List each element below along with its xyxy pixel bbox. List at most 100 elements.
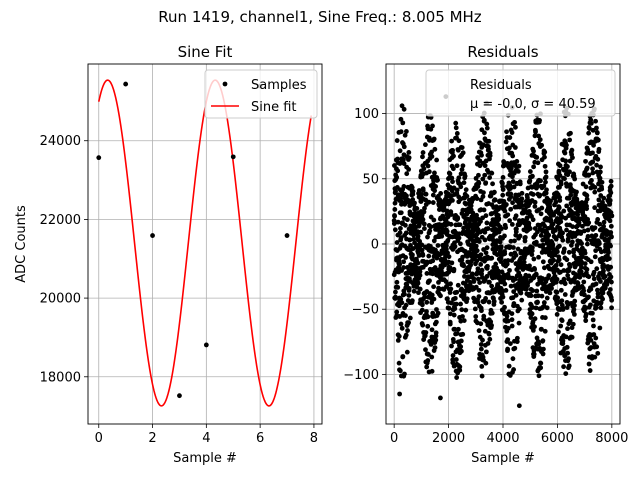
- sample-point: [96, 155, 102, 161]
- residual-point: [557, 243, 562, 249]
- y-tick-label: 50: [362, 172, 379, 187]
- residual-point: [459, 167, 465, 172]
- x-tick-label: 4: [202, 431, 210, 446]
- residual-point: [569, 334, 575, 340]
- residual-point: [532, 199, 538, 205]
- residual-point: [491, 299, 497, 304]
- residual-point: [583, 184, 589, 190]
- residual-point: [590, 159, 596, 165]
- residual-point: [590, 310, 595, 316]
- residual-point: [588, 120, 594, 126]
- residual-point: [399, 300, 405, 306]
- legend: Samples Sine fit: [204, 69, 318, 119]
- residual-point: [482, 163, 488, 169]
- residual-point: [566, 249, 572, 255]
- residual-point: [462, 274, 467, 279]
- residual-point: [565, 273, 571, 278]
- residual-point: [420, 252, 426, 258]
- residual-point: [401, 265, 406, 270]
- residual-point: [427, 228, 433, 234]
- residual-point: [424, 364, 430, 370]
- residual-point: [434, 307, 439, 312]
- residual-point: [538, 360, 544, 366]
- residual-point: [489, 310, 495, 316]
- residual-point: [429, 154, 435, 159]
- residual-point: [478, 262, 484, 267]
- residual-point: [475, 266, 481, 272]
- residual-point: [559, 318, 565, 324]
- residual-point: [448, 281, 453, 287]
- residual-point: [437, 286, 442, 292]
- residual-point: [474, 196, 480, 201]
- residual-point: [438, 190, 444, 196]
- legend-samples-label: Samples: [251, 78, 307, 93]
- residual-point: [430, 123, 435, 129]
- residual-point: [530, 217, 536, 223]
- residual-point: [483, 250, 489, 256]
- residual-point: [532, 316, 538, 322]
- sample-point: [123, 81, 129, 87]
- residual-point: [528, 315, 534, 320]
- residual-point: [508, 194, 514, 200]
- residual-point: [578, 269, 584, 275]
- residual-point: [505, 258, 511, 263]
- residual-point: [447, 171, 453, 177]
- residual-point: [559, 298, 565, 304]
- residual-point: [460, 331, 466, 337]
- residual-point: [565, 350, 571, 356]
- residual-point: [483, 296, 489, 301]
- residual-point: [551, 257, 556, 263]
- residual-point: [531, 148, 536, 154]
- residual-point: [408, 242, 413, 248]
- residual-point: [500, 192, 506, 198]
- residual-point: [483, 213, 489, 219]
- residual-point: [444, 208, 450, 214]
- residual-point: [431, 217, 437, 223]
- residual-point: [428, 341, 434, 347]
- residual-point: [404, 193, 409, 199]
- residual-point: [567, 169, 572, 175]
- residual-point: [584, 165, 590, 171]
- residual-point: [478, 252, 484, 258]
- residual-point: [425, 314, 431, 320]
- residual-point: [463, 187, 469, 193]
- residual-point: [608, 183, 614, 189]
- residual-point: [423, 347, 428, 353]
- residual-point: [519, 190, 525, 196]
- x-tick-label: 8: [310, 431, 318, 446]
- residual-point: [405, 217, 410, 223]
- residual-point: [506, 363, 512, 369]
- residual-point: [486, 331, 492, 337]
- residual-point: [406, 320, 411, 326]
- residual-point: [531, 351, 537, 357]
- residual-point: [482, 130, 487, 136]
- residual-point: [568, 192, 574, 198]
- residual-point: [396, 333, 402, 339]
- residual-point: [464, 193, 470, 199]
- residual-point: [476, 294, 482, 299]
- residual-point: [601, 195, 607, 201]
- residual-point: [565, 236, 571, 242]
- residual-point: [563, 334, 569, 340]
- residual-point: [553, 262, 559, 268]
- residual-point: [601, 219, 607, 225]
- residual-point: [522, 238, 528, 244]
- residual-point: [572, 303, 577, 308]
- residual-point: [415, 280, 421, 286]
- residual-point: [580, 254, 585, 260]
- residual-point: [546, 232, 552, 238]
- residual-point: [480, 194, 486, 199]
- y-tick-label: 24000: [40, 134, 81, 149]
- residual-point: [583, 311, 589, 317]
- residual-point: [430, 271, 436, 277]
- residual-point: [518, 290, 524, 296]
- residual-point: [591, 332, 597, 337]
- residual-point: [487, 336, 493, 342]
- residual-point: [469, 271, 475, 277]
- residual-point: [461, 318, 467, 324]
- residual-point: [509, 130, 515, 135]
- panel-title: Sine Fit: [178, 43, 233, 61]
- x-tick-label: 6: [256, 431, 264, 446]
- residual-point: [536, 254, 541, 260]
- residual-point: [512, 238, 517, 244]
